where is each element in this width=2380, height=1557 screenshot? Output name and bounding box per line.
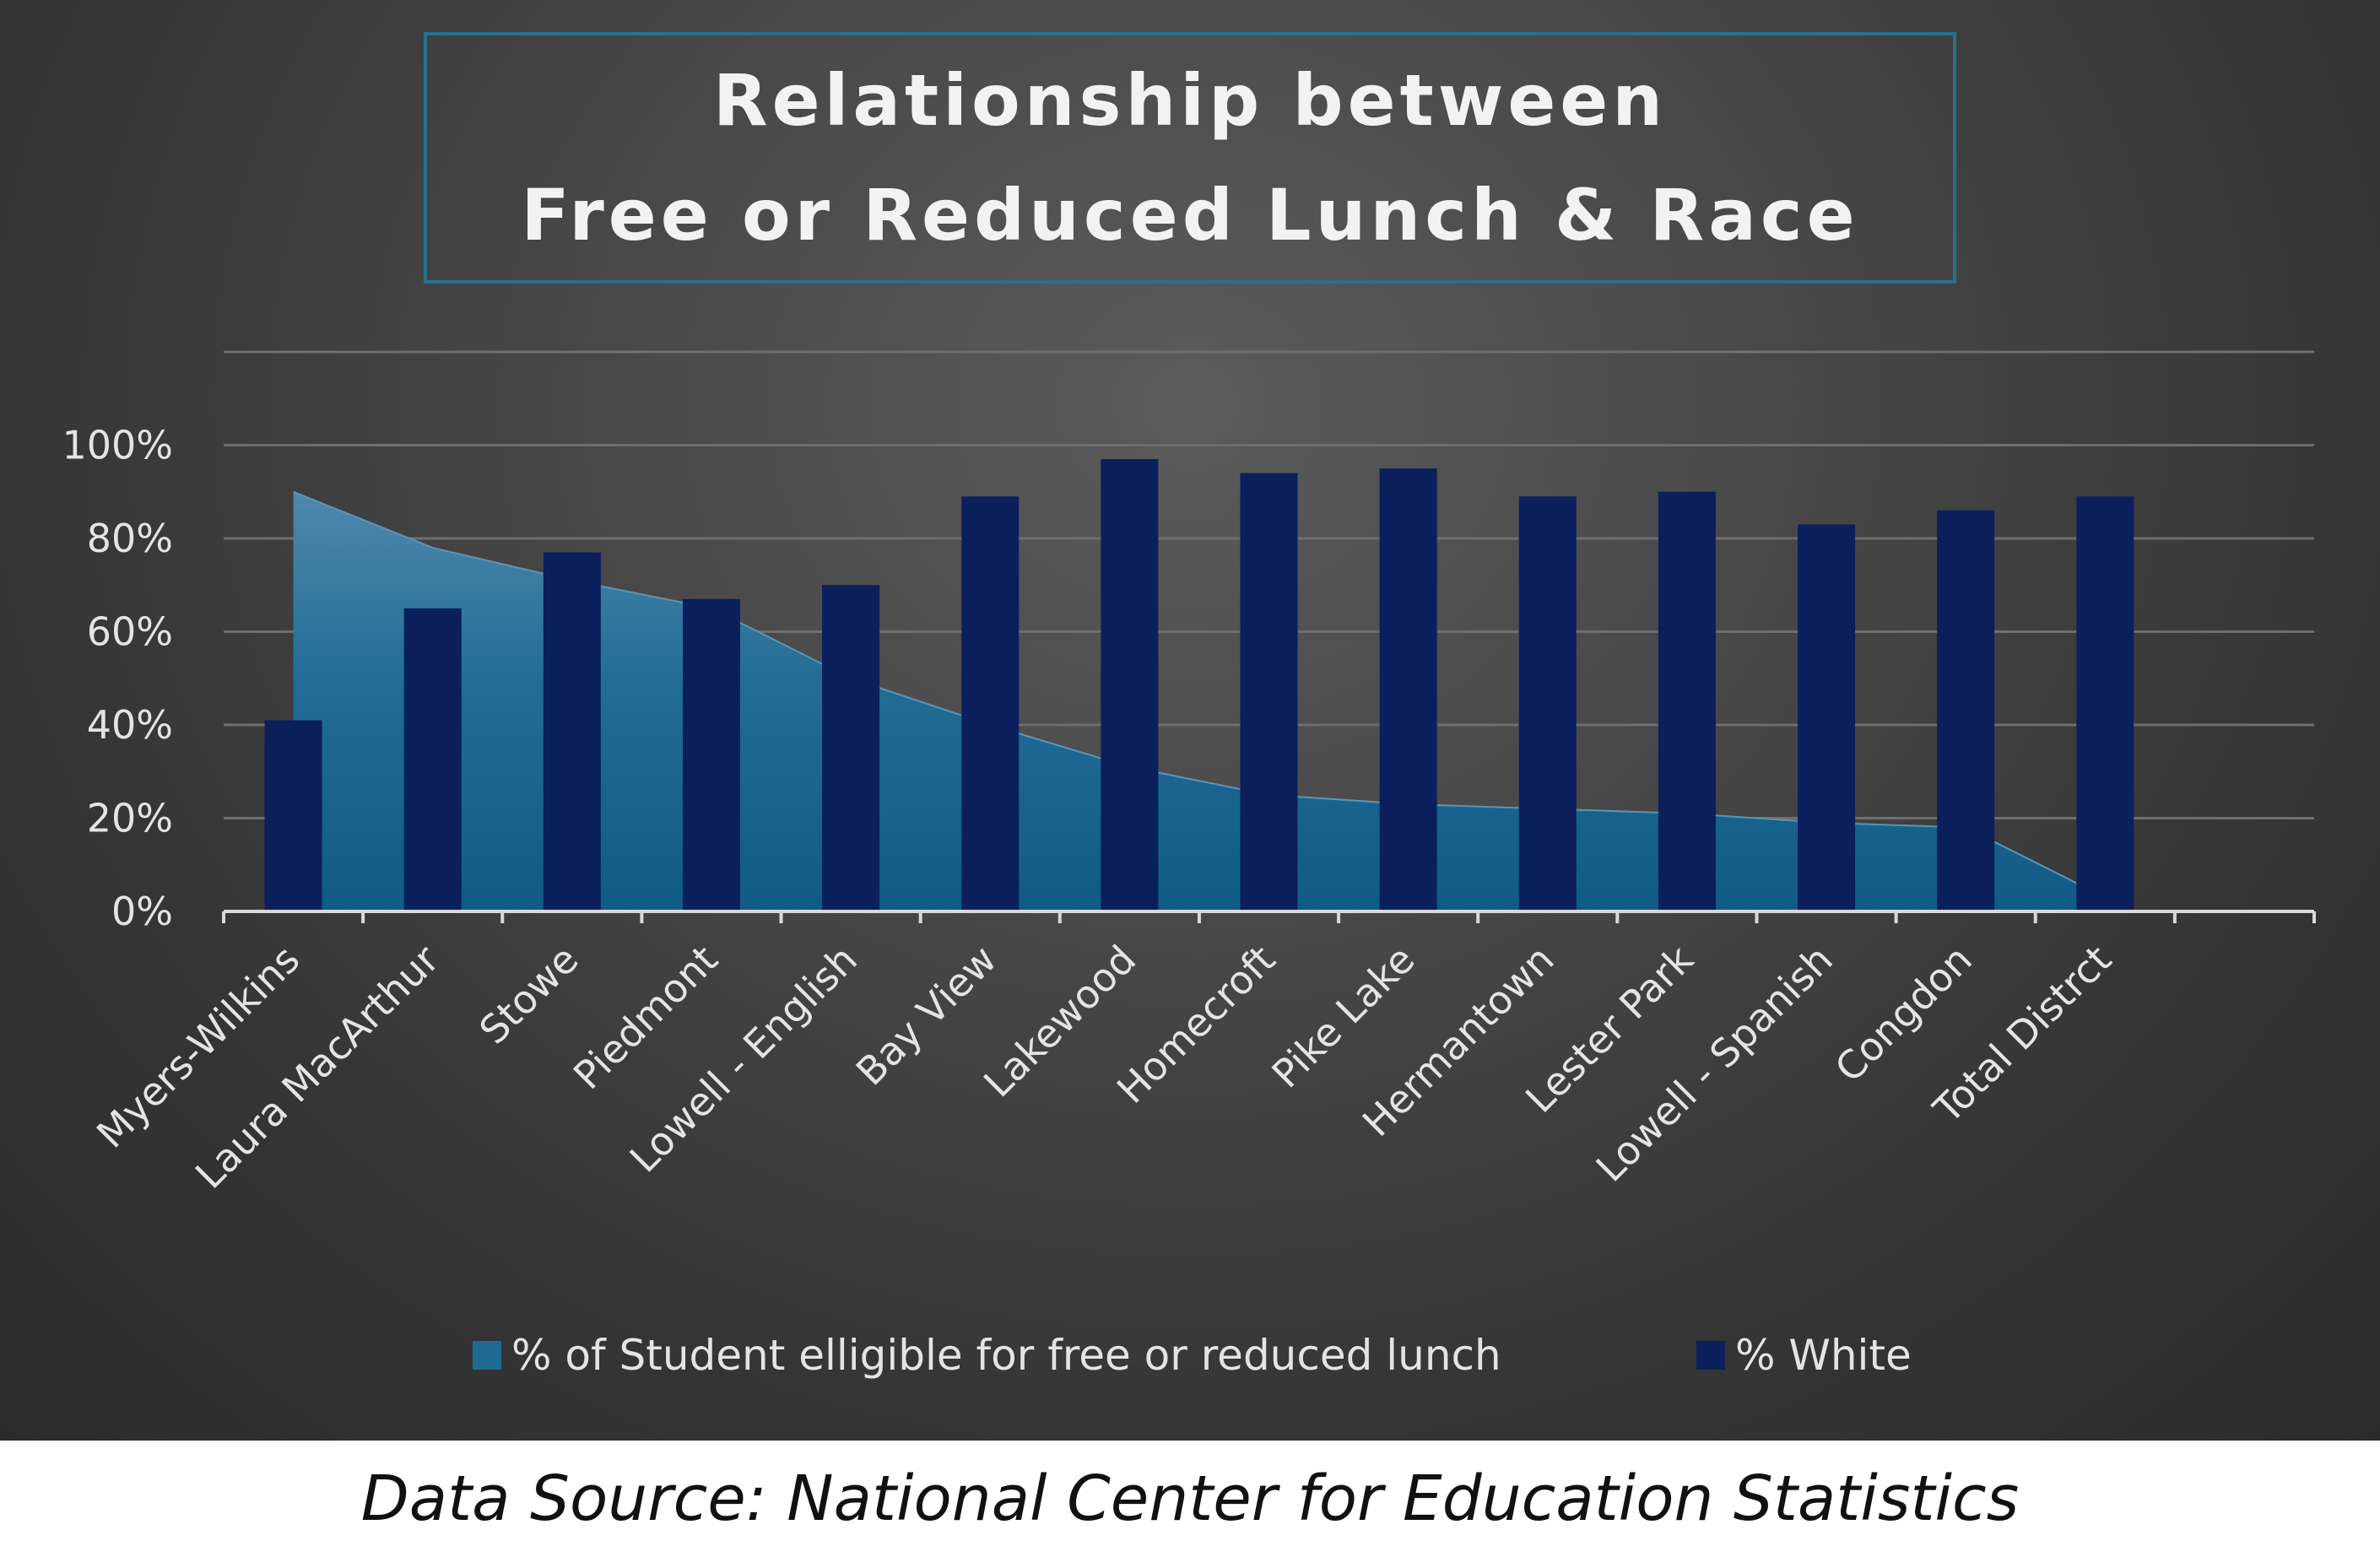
- bar-percent-white: [822, 585, 880, 911]
- x-category-label: Lowell - Spanish: [1588, 937, 1842, 1191]
- x-category-label: Laura MacArthur: [187, 937, 447, 1197]
- bar-percent-white: [2076, 496, 2134, 911]
- x-category-label: Stowe: [471, 937, 587, 1053]
- data-source-note: Data Source: National Center for Educati…: [360, 1462, 2020, 1535]
- chart-title-line-2: Free or Reduced Lunch & Race: [521, 174, 1859, 257]
- y-tick-label: 60%: [87, 609, 173, 655]
- legend-label: % of Student elligible for free or reduc…: [511, 1331, 1501, 1380]
- legend-swatch: [473, 1341, 501, 1370]
- bar-percent-white: [1518, 496, 1577, 911]
- bar-percent-white: [1240, 473, 1298, 911]
- bar-percent-white: [264, 720, 322, 911]
- bar-percent-white: [1937, 510, 1995, 911]
- legend-swatch: [1696, 1341, 1725, 1370]
- bar-percent-white: [543, 552, 601, 911]
- chart-panel: 0% 20% 40% 60% 80% 100% Myers-Wilkins Laura Ma…: [0, 0, 2380, 1441]
- bar-percent-white: [1658, 491, 1716, 911]
- y-tick-label: 100%: [62, 423, 173, 468]
- chart-title-box: Relationship between Free or Reduced Lun…: [424, 32, 1956, 284]
- bar-percent-white: [1798, 524, 1856, 911]
- y-tick-label: 40%: [87, 702, 173, 748]
- y-tick-label: 0%: [111, 889, 173, 934]
- lunch-eligibility-area: [293, 491, 2106, 911]
- legend-label: % White: [1735, 1331, 1912, 1380]
- bar-percent-white: [403, 608, 462, 911]
- bar-percent-white: [1379, 468, 1437, 911]
- y-tick-label: 80%: [87, 516, 173, 561]
- bar-percent-white: [682, 598, 740, 911]
- chart-title-line-1: Relationship between: [712, 59, 1668, 142]
- bar-percent-white: [1101, 459, 1159, 911]
- y-tick-label: 20%: [87, 796, 173, 841]
- bar-percent-white: [961, 496, 1020, 911]
